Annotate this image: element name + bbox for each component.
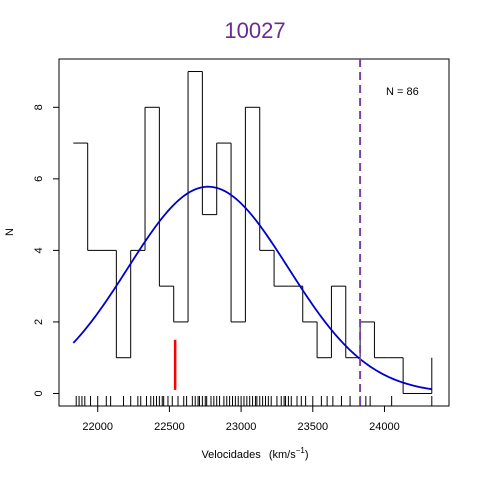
x-tick-label: 23000 — [226, 421, 257, 433]
sample-size-annotation: N = 86 — [386, 86, 419, 98]
rug-plot — [75, 396, 433, 406]
y-tick-label: 8 — [33, 104, 45, 110]
chart-title: 10027 — [224, 18, 285, 43]
y-axis: 0 2 4 6 8 — [33, 104, 59, 397]
x-axis: 22000 22500 23000 23500 24000 — [82, 406, 400, 433]
x-tick-label: 23500 — [297, 421, 328, 433]
x-tick-label: 22500 — [154, 421, 185, 433]
y-axis-label: N — [4, 228, 16, 236]
y-tick-label: 6 — [33, 176, 45, 182]
y-tick-label: 2 — [33, 319, 45, 325]
histogram — [73, 71, 433, 394]
plot-frame — [58, 58, 450, 407]
gaussian-fit-curve — [72, 185, 432, 391]
y-tick-label: 0 — [33, 390, 45, 396]
x-tick-label: 22000 — [82, 421, 113, 433]
x-axis-label: Velocidades (km/s−1) — [201, 446, 308, 461]
y-tick-label: 4 — [33, 247, 45, 253]
x-tick-label: 24000 — [369, 421, 400, 433]
